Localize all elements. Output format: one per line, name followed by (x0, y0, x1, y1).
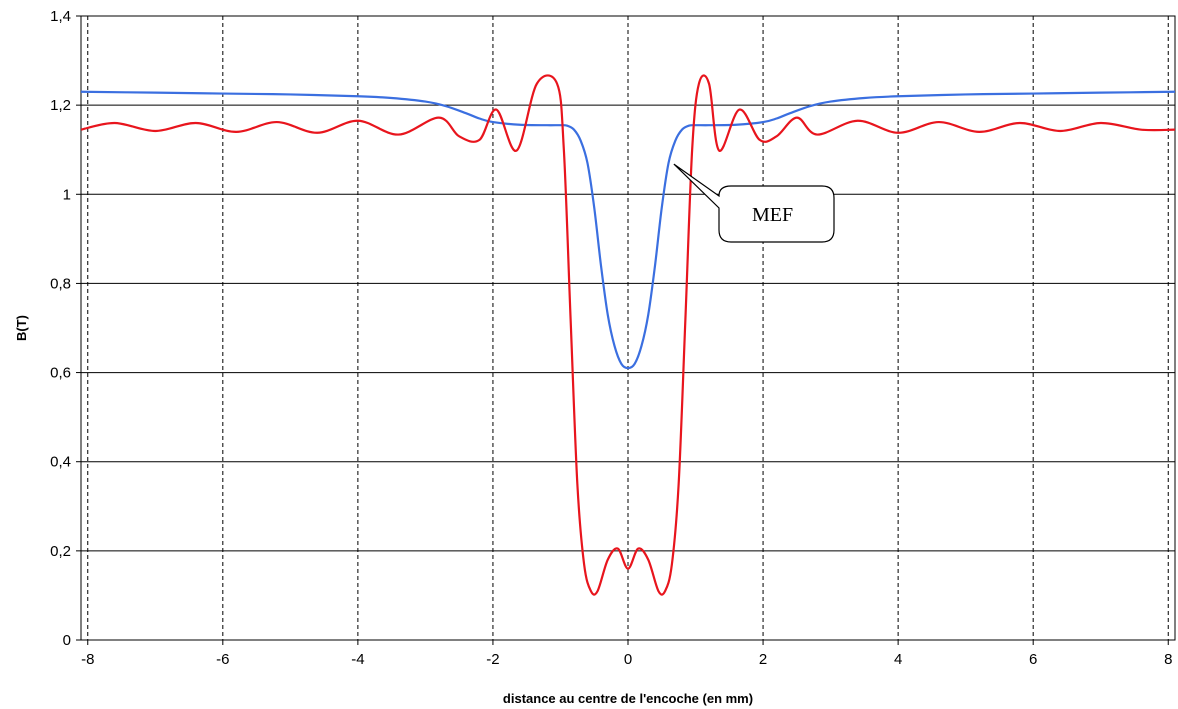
callout-box (673, 163, 835, 243)
y-tick-label: 0 (63, 632, 71, 649)
y-tick-label: 1,2 (50, 97, 71, 114)
x-tick-label: -6 (216, 651, 229, 668)
x-tick-label: 2 (759, 651, 767, 668)
x-tick-label: 0 (624, 651, 632, 668)
x-axis-title: distance au centre de l'encoche (en mm) (503, 691, 753, 706)
series-line-1 (81, 90, 1175, 370)
x-tick-label: -8 (81, 651, 94, 668)
x-tick-label: -2 (486, 651, 499, 668)
ticks: 0 0,2 0,4 0,6 0,8 1 1,2 1,4 -8 -6 -4 -2 0 2 4 6 8 (50, 8, 1172, 668)
y-tick-label: 0,6 (50, 365, 71, 382)
grid (81, 16, 1175, 640)
callout-label: MEF (752, 204, 793, 226)
callout: MEF (673, 163, 835, 243)
y-tick-label: 0,2 (50, 543, 71, 560)
x-tick-label: 6 (1029, 651, 1037, 668)
series-line-2 (81, 74, 1175, 596)
x-tick-label: 8 (1164, 651, 1172, 668)
y-tick-label: 1 (63, 186, 71, 203)
y-tick-label: 1,4 (50, 8, 71, 25)
series-layer (81, 74, 1175, 596)
y-tick-label: 0,8 (50, 275, 71, 292)
x-tick-label: 4 (894, 651, 902, 668)
x-tick-label: -4 (351, 651, 364, 668)
y-axis-title: B(T) (14, 315, 29, 341)
y-tick-label: 0,4 (50, 454, 71, 471)
